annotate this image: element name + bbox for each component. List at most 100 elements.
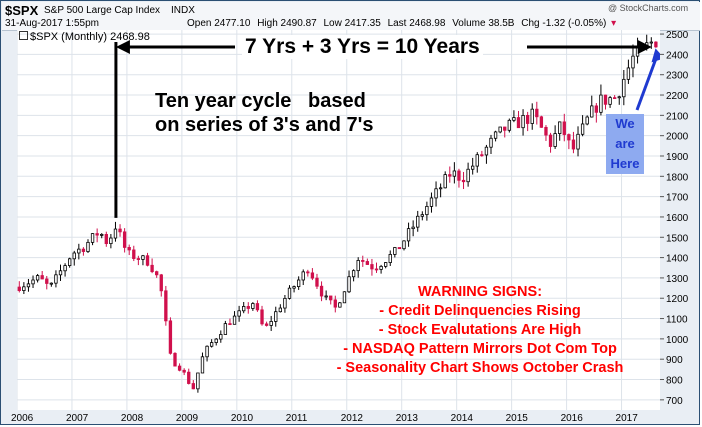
volume-label: Volume [452, 18, 486, 29]
candle-body [237, 310, 241, 317]
candle-body [187, 371, 191, 384]
candle-body [443, 174, 447, 189]
x-tick-label: 2011 [286, 413, 308, 424]
candle-body [136, 258, 141, 260]
candle-body [429, 197, 434, 207]
candle-body [40, 275, 44, 280]
index-name: S&P 500 Large Cap Index [44, 5, 161, 16]
candle-body [22, 286, 26, 291]
candle-body [622, 78, 626, 98]
x-axis: 2006 2007 2008 2009 2010 2011 2012 2013 2014 2015… [11, 413, 639, 424]
candle-body [603, 94, 608, 105]
cycle-note: Ten year cycle based on series of 3's an… [155, 89, 374, 137]
candle-body [525, 115, 530, 124]
candle-body [631, 55, 635, 69]
here-arrow-line [635, 53, 659, 111]
high-label: High [257, 18, 278, 29]
warning-signs: WARNING SIGNS: - Credit Delinquencies Ri… [315, 283, 645, 378]
candle-body [507, 119, 511, 131]
candle-body [49, 282, 54, 285]
candle-body [512, 117, 516, 121]
y-tick-label: 1700 [666, 193, 689, 204]
candle-body [333, 299, 337, 308]
candle-body [406, 228, 411, 242]
candle-body [402, 240, 406, 250]
candle-body [493, 131, 498, 139]
candle-body [127, 247, 131, 251]
x-tick-label: 2010 [231, 413, 254, 424]
candle-body [580, 123, 585, 135]
candle-body [416, 215, 420, 228]
candle-body [242, 306, 246, 312]
candle-body [31, 279, 35, 285]
candle-body [301, 271, 305, 281]
x-tick-label: 2017 [616, 413, 639, 424]
candle-body [214, 338, 218, 343]
candle-body [182, 369, 186, 373]
candle-body [283, 297, 287, 309]
y-tick-label: 1600 [666, 213, 689, 224]
y-tick-label: 2000 [666, 132, 689, 143]
open-value: 2477.10 [214, 18, 251, 29]
candle-body [384, 262, 388, 267]
candle-body [484, 146, 489, 156]
here-line-3: Here [610, 156, 640, 171]
candle-body [434, 188, 438, 199]
quote-date: 31-Aug-2017 1:55pm [5, 18, 99, 29]
warning-item-2: - Stock Evalutations Are High [378, 322, 582, 338]
y-axis: 700 800 900 1000 1100 1200 1300 1400 1500 1600 170… [660, 30, 689, 407]
candle-body [466, 168, 470, 183]
candle-body [246, 306, 250, 309]
candle-body [141, 255, 145, 260]
candle-body [72, 252, 76, 260]
candle-body [558, 121, 562, 134]
exchange: INDX [171, 5, 195, 16]
candle-body [374, 268, 379, 271]
candle-body [370, 264, 374, 270]
y-tick-label: 800 [666, 376, 683, 387]
candle-body [86, 241, 90, 252]
candle-body [168, 320, 173, 354]
candle-body [155, 271, 159, 276]
volume-value: 38.5B [488, 18, 515, 29]
candle-body [548, 134, 553, 147]
candle-body [310, 272, 315, 279]
x-tick-label: 2013 [396, 413, 419, 424]
candle-body [461, 179, 466, 183]
candle-body [489, 137, 493, 148]
we-are-here-box: We are Here [606, 114, 644, 174]
candle-body [109, 237, 113, 245]
candle-body [535, 108, 539, 118]
chg-down-icon: ▾ [611, 18, 617, 29]
candle-body [626, 67, 631, 80]
candle-body [150, 264, 154, 273]
candle-body [576, 133, 580, 150]
candle-body [571, 139, 576, 150]
candle-body [164, 290, 168, 322]
candle-body [90, 233, 95, 243]
candle-body [457, 170, 461, 181]
candle-body [351, 270, 356, 278]
candle-body [122, 231, 127, 248]
candle-body [292, 286, 296, 289]
candle-body [232, 315, 237, 325]
candle-body [274, 311, 278, 322]
candle-body [503, 126, 507, 131]
candle-body [617, 96, 621, 99]
candle-body [567, 134, 571, 141]
x-tick-label: 2009 [176, 413, 199, 424]
candle-body [411, 226, 415, 230]
y-tick-label: 1400 [666, 254, 689, 265]
candle-body [223, 323, 228, 335]
candle-body [338, 302, 342, 308]
candle-body [356, 260, 360, 272]
candle-body [132, 249, 136, 259]
candle-body [425, 206, 429, 216]
candle-body [255, 303, 260, 311]
candle-body [306, 271, 310, 274]
candle-body [480, 154, 484, 157]
y-tick-label: 1500 [666, 233, 689, 244]
candle-body [269, 321, 273, 326]
x-tick-label: 2014 [451, 413, 474, 424]
